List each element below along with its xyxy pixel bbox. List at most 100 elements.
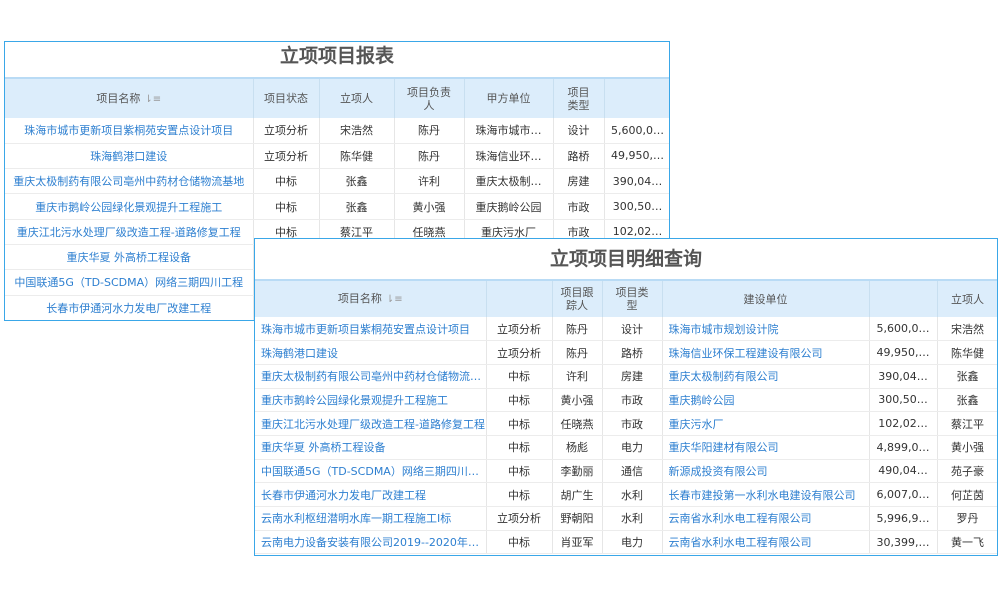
table-cell: 中标 bbox=[253, 168, 320, 195]
table-cell: 房建 bbox=[553, 168, 605, 195]
table-row[interactable]: 珠海鹤港口建设 立项分析 陈华健 陈丹 珠海信业环… 路桥 49,950,… bbox=[5, 143, 669, 170]
cell-link[interactable]: 珠海鹤港口建设 bbox=[5, 143, 254, 170]
column-header-label: 甲方单位 bbox=[486, 92, 531, 105]
table-cell: 49,950,… bbox=[604, 143, 669, 170]
column-header[interactable]: 项目类型 bbox=[553, 77, 605, 118]
table-row[interactable]: 重庆太极制药有限公司亳州中药材仓储物流基地 中标 许利 房建 重庆太极制药有限公司 390… bbox=[255, 364, 997, 389]
table-cell: 李勤丽 bbox=[552, 459, 603, 484]
cell-link[interactable]: 重庆太极制药有限公司亳州中药材仓储物流基地 bbox=[5, 168, 254, 195]
cell-link[interactable]: 重庆江北污水处理厂级改造工程-道路修复工程 bbox=[5, 219, 254, 245]
column-header-label: 项目类型 bbox=[615, 286, 649, 312]
table-cell: 立项分析 bbox=[486, 317, 553, 342]
column-header[interactable]: 项目类型 bbox=[602, 279, 663, 317]
column-header[interactable]: 立项人 bbox=[319, 77, 395, 118]
column-header-label: 项目类型 bbox=[567, 85, 590, 112]
table-cell: 宋浩然 bbox=[937, 317, 997, 342]
column-header-label: 项目状态 bbox=[264, 92, 308, 105]
cell-link[interactable]: 重庆华阳建材有限公司 bbox=[662, 435, 870, 460]
column-header[interactable]: 项目跟踪人 bbox=[552, 279, 603, 317]
column-header[interactable] bbox=[486, 279, 553, 317]
table-cell: 390,04… bbox=[604, 168, 669, 195]
table-row[interactable]: 珠海市城市更新项目紫桐苑安置点设计项目 立项分析 宋浩然 陈丹 珠海市城市… 设计 5,60… bbox=[5, 118, 669, 144]
cell-link[interactable]: 长春市建投第一水利水电建设有限公司 bbox=[662, 482, 870, 507]
table-cell: 5,600,0… bbox=[869, 317, 938, 342]
cell-link[interactable]: 云南水利枢纽潜明水库一期工程施工I标 bbox=[255, 506, 487, 531]
table-cell: 中标 bbox=[486, 482, 553, 507]
column-header-label: 立项人 bbox=[951, 292, 984, 306]
table-row[interactable]: 云南水利枢纽潜明水库一期工程施工I标 立项分析 野朝阳 水利 云南省水利水电工程有限公司… bbox=[255, 506, 997, 531]
cell-link[interactable]: 中国联通5G（TD-SCDMA）网络三期四川工程 bbox=[5, 269, 254, 296]
cell-link[interactable]: 重庆鹅岭公园 bbox=[662, 388, 870, 413]
cell-link[interactable]: 云南省水利水电工程有限公司 bbox=[662, 506, 870, 531]
cell-link[interactable]: 重庆太极制药有限公司亳州中药材仓储物流基地 bbox=[255, 364, 487, 389]
cell-link[interactable]: 新源成投资有限公司 bbox=[662, 459, 870, 484]
cell-link[interactable]: 云南电力设备安装有限公司2019--2020年度劳务 bbox=[255, 530, 487, 555]
cell-link[interactable]: 珠海鹤港口建设 bbox=[255, 340, 487, 365]
table-cell: 重庆鹅岭公园 bbox=[464, 193, 554, 220]
table-row[interactable]: 中国联通5G（TD-SCDMA）网络三期四川工程 中标 李勤丽 通信 新源成投资有限公司… bbox=[255, 459, 997, 484]
table-row[interactable]: 重庆太极制药有限公司亳州中药材仓储物流基地 中标 张鑫 许利 重庆太极制… 房建 390,0… bbox=[5, 168, 669, 195]
table-cell: 电力 bbox=[602, 530, 663, 555]
table-cell: 珠海信业环… bbox=[464, 143, 554, 170]
sort-icon[interactable]: ⇂≡ bbox=[385, 294, 403, 305]
table-row[interactable]: 长春市伊通河水力发电厂改建工程 中标 胡广生 水利 长春市建投第一水利水电建设有限公司 6… bbox=[255, 482, 997, 507]
table-row[interactable]: 重庆华夏 外高桥工程设备 中标 杨彪 电力 重庆华阳建材有限公司 4,899,0… 黄小强 bbox=[255, 435, 997, 460]
column-header[interactable]: 项目状态 bbox=[253, 77, 320, 118]
cell-link[interactable]: 珠海市城市更新项目紫桐苑安置点设计项目 bbox=[255, 317, 487, 342]
column-header[interactable] bbox=[604, 77, 669, 118]
cell-link[interactable]: 中国联通5G（TD-SCDMA）网络三期四川工程 bbox=[255, 459, 487, 484]
detail-title: 立项项目明细查询 bbox=[549, 248, 702, 270]
cell-link[interactable]: 珠海市城市更新项目紫桐苑安置点设计项目 bbox=[5, 118, 254, 144]
table-cell: 珠海市城市… bbox=[464, 118, 554, 144]
sort-icon[interactable]: ⇂≡ bbox=[144, 93, 162, 105]
cell-link[interactable]: 云南省水利水电工程有限公司 bbox=[662, 530, 870, 555]
column-header[interactable] bbox=[869, 279, 938, 317]
table-row[interactable]: 重庆市鹅岭公园绿化景观提升工程施工 中标 黄小强 市政 重庆鹅岭公园 300,50… 张鑫 bbox=[255, 388, 997, 413]
table-cell: 重庆太极制… bbox=[464, 168, 554, 195]
table-cell: 陈丹 bbox=[394, 143, 465, 170]
table-cell: 黄小强 bbox=[552, 388, 603, 413]
table-cell: 何芷茵 bbox=[937, 482, 997, 507]
cell-link[interactable]: 重庆华夏 外高桥工程设备 bbox=[255, 435, 487, 460]
table-cell: 陈丹 bbox=[552, 317, 603, 342]
table-cell: 宋浩然 bbox=[319, 118, 395, 144]
table-cell: 市政 bbox=[602, 411, 663, 436]
cell-link[interactable]: 珠海市城市规划设计院 bbox=[662, 317, 870, 342]
table-cell: 路桥 bbox=[602, 340, 663, 365]
table-cell: 中标 bbox=[486, 530, 553, 555]
table-cell: 设计 bbox=[553, 118, 605, 144]
report-title: 立项项目报表 bbox=[279, 45, 394, 67]
table-cell: 苑子豪 bbox=[937, 459, 997, 484]
column-header[interactable]: 立项人 bbox=[937, 279, 997, 317]
table-cell: 中标 bbox=[486, 435, 553, 460]
table-cell: 蔡江平 bbox=[937, 411, 997, 436]
column-header[interactable]: 项目名称 ⇂≡ bbox=[5, 77, 254, 118]
table-row[interactable]: 珠海市城市更新项目紫桐苑安置点设计项目 立项分析 陈丹 设计 珠海市城市规划设计院 5,6… bbox=[255, 317, 997, 342]
cell-link[interactable]: 重庆江北污水处理厂级改造工程-道路修复工程 bbox=[255, 411, 487, 436]
table-row[interactable]: 重庆市鹅岭公园绿化景观提升工程施工 中标 张鑫 黄小强 重庆鹅岭公园 市政 300,50… bbox=[5, 193, 669, 220]
column-header-label: 项目名称 bbox=[96, 91, 141, 105]
table-cell: 肖亚军 bbox=[552, 530, 603, 555]
table-row[interactable]: 重庆江北污水处理厂级改造工程-道路修复工程 中标 任晓燕 市政 重庆污水厂 102,02…… bbox=[255, 411, 997, 436]
cell-link[interactable]: 重庆市鹅岭公园绿化景观提升工程施工 bbox=[5, 193, 254, 220]
table-row[interactable]: 云南电力设备安装有限公司2019--2020年度劳务 中标 肖亚军 电力 云南省水利水电… bbox=[255, 530, 997, 555]
column-header[interactable]: 项目名称 ⇂≡ bbox=[255, 279, 487, 317]
cell-link[interactable]: 珠海信业环保工程建设有限公司 bbox=[662, 340, 870, 365]
column-header[interactable]: 甲方单位 bbox=[464, 77, 554, 118]
detail-table: 项目名称 ⇂≡ 项目跟踪人 项目类型 建设单位 立项人珠海市城市更新项目紫桐苑安置点设计项… bbox=[255, 279, 997, 555]
table-cell: 49,950,… bbox=[869, 340, 938, 365]
table-row[interactable]: 珠海鹤港口建设 立项分析 陈丹 路桥 珠海信业环保工程建设有限公司 49,950,… 陈华健 bbox=[255, 340, 997, 365]
table-cell: 390,04… bbox=[869, 364, 938, 389]
cell-link[interactable]: 重庆太极制药有限公司 bbox=[662, 364, 870, 389]
cell-link[interactable]: 长春市伊通河水力发电厂改建工程 bbox=[255, 482, 487, 507]
project-report-panel: 立项项目报表 项目名称 ⇂≡ 项目状态 立项人 项目负责人 甲方单位 项目类型 珠海市城市更新… bbox=[4, 41, 670, 321]
cell-link[interactable]: 重庆市鹅岭公园绿化景观提升工程施工 bbox=[255, 388, 487, 413]
column-header[interactable]: 建设单位 bbox=[662, 279, 870, 317]
table-cell: 中标 bbox=[253, 193, 320, 220]
cell-link[interactable]: 长春市伊通河水力发电厂改建工程 bbox=[5, 295, 254, 320]
cell-link[interactable]: 重庆污水厂 bbox=[662, 411, 870, 436]
column-header[interactable]: 项目负责人 bbox=[394, 77, 465, 118]
column-header-label: 项目跟踪人 bbox=[560, 286, 594, 312]
cell-link[interactable]: 重庆华夏 外高桥工程设备 bbox=[5, 244, 254, 271]
table-cell: 中标 bbox=[486, 388, 553, 413]
